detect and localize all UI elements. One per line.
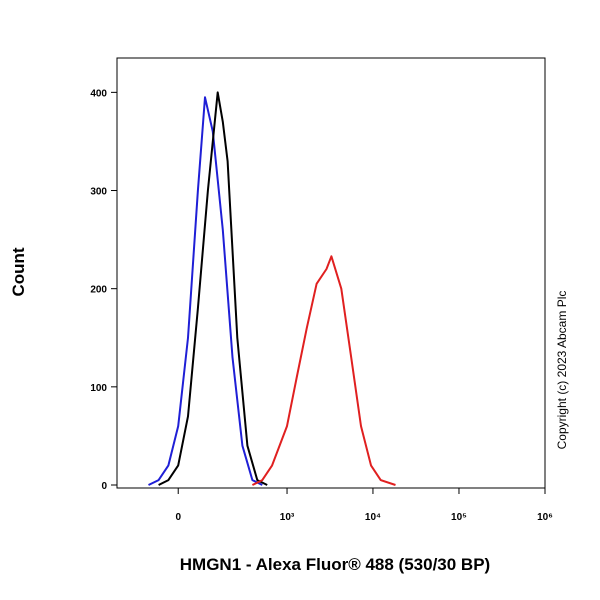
y-axis-label: Count <box>9 247 28 296</box>
x-tick-label: 10⁵ <box>451 512 467 523</box>
x-tick-label: 10⁴ <box>365 512 381 523</box>
x-tick-label: 10⁶ <box>537 512 553 523</box>
y-tick-label: 0 <box>101 481 107 492</box>
x-tick-label: 10³ <box>280 512 295 523</box>
y-tick-label: 400 <box>90 88 107 99</box>
histogram-line <box>148 96 263 486</box>
plot-frame <box>116 57 546 489</box>
y-tick-label: 300 <box>90 187 107 198</box>
x-tick-label: 0 <box>175 512 181 523</box>
copyright: Copyright (c) 2023 Abcam Plc <box>555 291 569 450</box>
y-tick-label: 200 <box>90 285 107 296</box>
histogram-line <box>158 91 268 486</box>
y-tick-label: 100 <box>90 383 107 394</box>
histogram-line <box>251 255 396 486</box>
x-axis-label: HMGN1 - Alexa Fluor® 488 (530/30 BP) <box>180 555 490 574</box>
